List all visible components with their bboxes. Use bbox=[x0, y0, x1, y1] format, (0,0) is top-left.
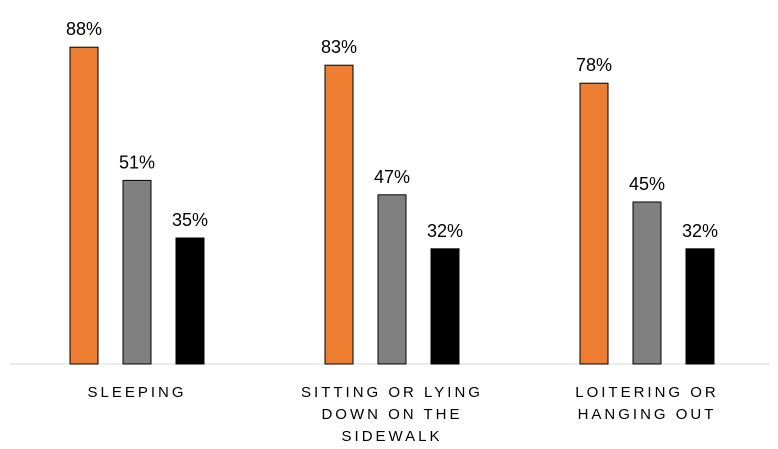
category-label-line: LOITERING OR bbox=[575, 384, 719, 401]
category-labels-layer: SLEEPING SITTING OR LYING DOWN ON THE SIDEW… bbox=[87, 384, 719, 445]
category-label-line: SLEEPING bbox=[87, 384, 186, 401]
data-label-s2-c1: 32% bbox=[427, 221, 463, 241]
category-label-0: SLEEPING bbox=[87, 384, 186, 401]
category-label-line: SIDEWALK bbox=[342, 428, 443, 445]
data-label-s0-c1: 83% bbox=[321, 37, 357, 57]
category-label-line: SITTING OR LYING bbox=[301, 384, 483, 401]
data-label-s1-c2: 45% bbox=[629, 174, 665, 194]
bar-s2-c0 bbox=[175, 237, 205, 365]
bar-s0-c0 bbox=[69, 46, 99, 365]
category-label-1: SITTING OR LYING DOWN ON THE SIDEWALK bbox=[301, 384, 483, 445]
value-labels-layer: 88% 51% 35% 83% 47% 32% 78% 45% 32% bbox=[66, 19, 718, 241]
bar-s2-c2 bbox=[685, 248, 715, 365]
bar-s1-c1 bbox=[377, 194, 407, 365]
bars-layer bbox=[69, 46, 715, 365]
category-label-line: HANGING OUT bbox=[578, 406, 717, 423]
bar-s2-c1 bbox=[430, 248, 460, 365]
data-label-s0-c2: 78% bbox=[576, 55, 612, 75]
category-label-line: DOWN ON THE bbox=[321, 406, 462, 423]
data-label-s0-c0: 88% bbox=[66, 19, 102, 39]
data-label-s1-c0: 51% bbox=[119, 152, 155, 172]
category-label-2: LOITERING OR HANGING OUT bbox=[575, 384, 719, 423]
bar-s1-c2 bbox=[632, 201, 662, 365]
bar-s0-c2 bbox=[579, 82, 609, 365]
data-label-s1-c1: 47% bbox=[374, 167, 410, 187]
data-label-s2-c2: 32% bbox=[682, 221, 718, 241]
bar-s1-c0 bbox=[122, 179, 152, 365]
data-label-s2-c0: 35% bbox=[172, 210, 208, 230]
bar-s0-c1 bbox=[324, 64, 354, 365]
